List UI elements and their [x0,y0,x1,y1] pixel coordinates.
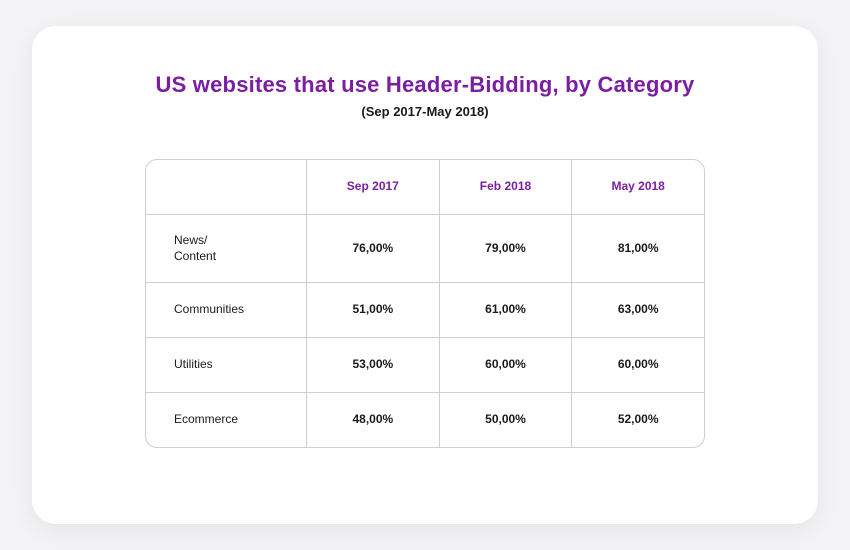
row-label: Ecommerce [146,393,306,447]
table-row: News/Content 76,00% 79,00% 81,00% [146,214,704,282]
table-row: Utilities 53,00% 60,00% 60,00% [146,337,704,392]
row-label: Utilities [146,338,306,392]
table-header-blank [146,160,306,214]
table-cell: 63,00% [571,283,704,337]
table-header-col-2: Feb 2018 [439,160,572,214]
card-container: US websites that use Header-Bidding, by … [32,26,818,524]
table-cell: 48,00% [306,393,439,447]
table-cell: 51,00% [306,283,439,337]
table-cell: 79,00% [439,215,572,282]
table-row: Communities 51,00% 61,00% 63,00% [146,282,704,337]
table-header-col-1: Sep 2017 [306,160,439,214]
table-cell: 53,00% [306,338,439,392]
table-cell: 76,00% [306,215,439,282]
table-row: Ecommerce 48,00% 50,00% 52,00% [146,392,704,447]
row-label: News/Content [146,215,306,282]
table-header-col-3: May 2018 [571,160,704,214]
table-cell: 81,00% [571,215,704,282]
chart-subtitle: (Sep 2017-May 2018) [92,104,758,119]
data-table: Sep 2017 Feb 2018 May 2018 News/Content … [145,159,705,448]
table-header-row: Sep 2017 Feb 2018 May 2018 [146,160,704,214]
table-cell: 60,00% [571,338,704,392]
table-cell: 61,00% [439,283,572,337]
table-cell: 52,00% [571,393,704,447]
table-cell: 60,00% [439,338,572,392]
table-cell: 50,00% [439,393,572,447]
row-label: Communities [146,283,306,337]
chart-title: US websites that use Header-Bidding, by … [92,72,758,98]
